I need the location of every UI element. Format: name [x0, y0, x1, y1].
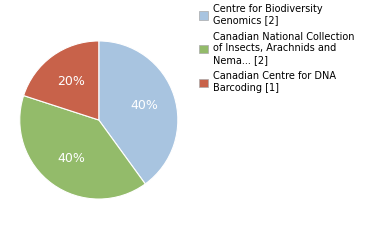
Text: 20%: 20%	[57, 75, 85, 88]
Text: 40%: 40%	[130, 99, 158, 112]
Wedge shape	[24, 41, 99, 120]
Wedge shape	[99, 41, 178, 184]
Text: 40%: 40%	[57, 152, 85, 165]
Legend: Centre for Biodiversity
Genomics [2], Canadian National Collection
of Insects, A: Centre for Biodiversity Genomics [2], Ca…	[195, 0, 359, 97]
Wedge shape	[20, 96, 145, 199]
